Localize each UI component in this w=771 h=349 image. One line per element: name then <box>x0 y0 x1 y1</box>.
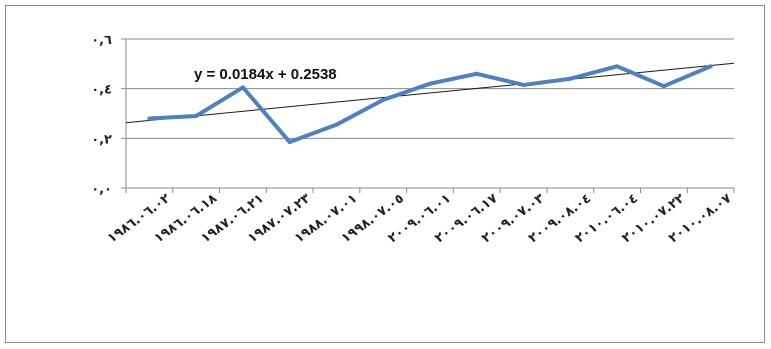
data-point <box>147 116 152 121</box>
data-point <box>708 64 713 69</box>
y-axis-ticks: ٠,٠ ٠,٢ ٠,٤ ٠,٦ <box>91 33 126 197</box>
trendline-equation: y = 0.0184x + 0.2538 <box>194 66 337 83</box>
data-point <box>194 113 199 118</box>
line-chart: ٠,٠ ٠,٢ ٠,٤ ٠,٦ ١٩٨٦.٠٦.٠٢١٩٨٦.٠٦.١٨١٩٨٧.٠٦… <box>91 33 735 246</box>
data-point <box>287 140 292 145</box>
data-point <box>521 82 526 87</box>
x-axis-ticks: ١٩٨٦.٠٦.٠٢١٩٨٦.٠٦.١٨١٩٨٧.٠٦.٢١١٩٨٧.٠٧.٢٣… <box>105 188 735 246</box>
data-point <box>381 97 386 102</box>
y-tick-label: ٠,٤ <box>91 83 112 98</box>
data-point <box>428 81 432 86</box>
data-point <box>615 64 620 69</box>
y-tick-label: ٠,٠ <box>91 182 112 197</box>
chart-frame: ٠,٠ ٠,٢ ٠,٤ ٠,٦ ١٩٨٦.٠٦.٠٢ ١٩٨٦.٠٦.١٨ ١٩٨٧.٠٦… <box>5 5 765 343</box>
data-point <box>661 84 666 89</box>
gridlines <box>126 38 734 189</box>
y-tick-label: ٠,٦ <box>91 33 112 48</box>
data-point <box>240 85 245 90</box>
data-point <box>334 122 339 127</box>
y-tick-label: ٠,٢ <box>91 132 112 147</box>
series <box>125 62 735 145</box>
data-point <box>568 76 573 81</box>
data-point <box>474 71 479 76</box>
